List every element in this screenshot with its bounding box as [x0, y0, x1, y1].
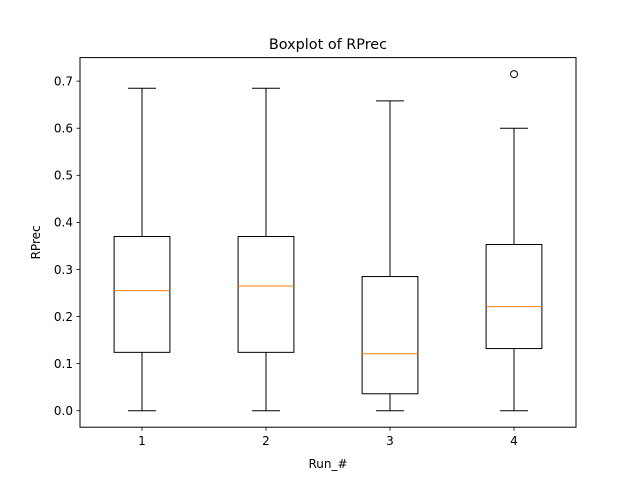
chart-title: Boxplot of RPrec [269, 37, 387, 53]
y-tick-label: 0.7 [54, 74, 73, 88]
box-group-run-3 [361, 100, 419, 412]
y-tick-label: 0.5 [54, 169, 73, 183]
y-tick-label: 0.6 [54, 122, 73, 136]
x-tick-label: 3 [386, 434, 394, 448]
y-tick-label: 0.4 [54, 216, 73, 230]
box-group-run-4 [485, 70, 543, 412]
outlier-point [510, 70, 518, 79]
y-tick-label: 0.0 [54, 404, 73, 418]
iqr-box [113, 236, 171, 353]
iqr-box [237, 236, 295, 353]
iqr-box [485, 244, 543, 350]
y-tick-label: 0.3 [54, 263, 73, 277]
y-tick-label: 0.2 [54, 310, 73, 324]
y-tick-label: 0.1 [54, 357, 73, 371]
x-tick-label: 4 [510, 434, 518, 448]
plot-area [113, 70, 543, 412]
axes-frame [79, 57, 577, 428]
x-tick-label: 2 [262, 434, 270, 448]
x-axis-label: Run_# [308, 457, 347, 471]
iqr-box [361, 276, 419, 395]
box-group-run-2 [237, 87, 295, 412]
box-group-run-1 [113, 87, 171, 412]
x-tick-label: 1 [138, 434, 146, 448]
y-axis-label: RPrec [29, 225, 43, 259]
